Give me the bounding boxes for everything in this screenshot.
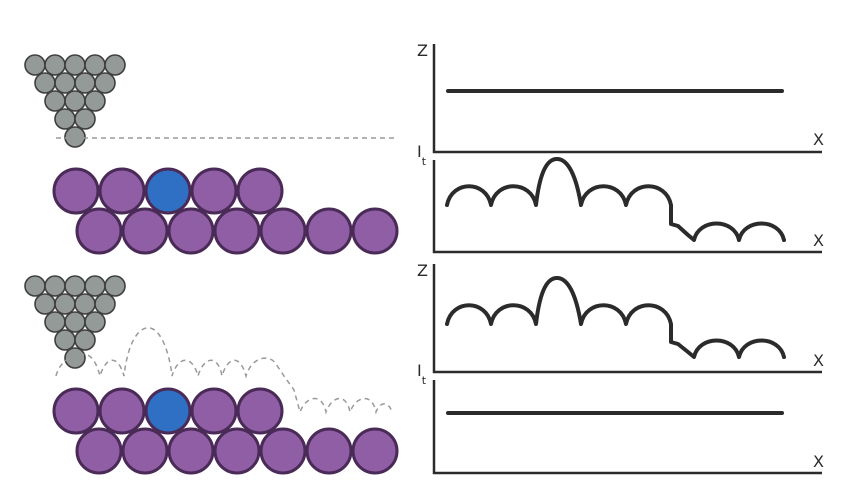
surface-atom xyxy=(305,207,353,255)
tip-atom xyxy=(84,90,106,112)
top-current-x-axis-label: X xyxy=(813,231,824,250)
surface-atom xyxy=(52,387,100,435)
surface-atom xyxy=(259,207,307,255)
surface-atom xyxy=(236,387,284,435)
tip-atom xyxy=(94,72,116,94)
tip-atom xyxy=(34,293,56,315)
tip-atom xyxy=(34,72,56,94)
tip-atom xyxy=(94,293,116,315)
tip-atom xyxy=(84,311,106,333)
bottom-z-axes xyxy=(432,264,822,374)
tip-atom xyxy=(74,293,96,315)
surface-atoms-top xyxy=(52,167,399,255)
tip-atom xyxy=(84,275,106,297)
tip-atom xyxy=(84,54,106,76)
tip-atom xyxy=(64,126,86,148)
surface-atom xyxy=(351,207,399,255)
surface-atom xyxy=(167,207,215,255)
top-z-axes xyxy=(432,44,822,154)
tip-atom xyxy=(74,72,96,94)
surface-atom xyxy=(98,387,146,435)
tip-atom xyxy=(64,90,86,112)
top-current-graph: It X xyxy=(417,142,824,254)
top-z-graph: Z X xyxy=(417,41,824,154)
top-z-x-axis-label: X xyxy=(813,130,824,149)
surface-atom xyxy=(213,427,261,475)
tip-atom xyxy=(44,90,66,112)
surface-atom xyxy=(121,207,169,255)
bottom-current-graph: It X xyxy=(417,361,824,475)
surface-atom xyxy=(52,167,100,215)
surface-atom xyxy=(190,387,238,435)
top-current-axes xyxy=(432,160,822,254)
surface-atom xyxy=(305,427,353,475)
tip-atom xyxy=(64,54,86,76)
surface-atom xyxy=(121,427,169,475)
tip-atom xyxy=(104,54,126,76)
stm-tip-top xyxy=(24,54,126,148)
tip-atom xyxy=(64,311,86,333)
tip-atom xyxy=(54,72,76,94)
tip-atom xyxy=(54,108,76,130)
surface-atoms-bottom xyxy=(52,387,399,475)
bottom-z-graph: Z X xyxy=(417,261,824,374)
top-z-axis-label: Z xyxy=(417,41,428,60)
tip-atom xyxy=(44,54,66,76)
surface-atom xyxy=(190,167,238,215)
stm-tip-bottom xyxy=(24,275,126,369)
top-current-axis-label: It xyxy=(417,142,427,168)
adatom xyxy=(144,167,192,215)
surface-atom xyxy=(167,427,215,475)
constant-current-scene xyxy=(24,275,399,475)
surface-atom xyxy=(351,427,399,475)
tip-atom xyxy=(54,329,76,351)
adatom xyxy=(144,387,192,435)
tip-atom xyxy=(24,275,46,297)
bottom-current-axis-label: It xyxy=(417,361,427,387)
tip-atom xyxy=(74,108,96,130)
surface-atom xyxy=(98,167,146,215)
tip-atom xyxy=(104,275,126,297)
bottom-z-axis-label: Z xyxy=(417,261,428,280)
surface-atom xyxy=(75,427,123,475)
bottom-current-axes xyxy=(432,380,822,475)
bottom-z-x-axis-label: X xyxy=(813,351,824,370)
top-current-bumpy-trace xyxy=(445,157,786,242)
bottom-z-bumpy-trace xyxy=(445,276,786,359)
tip-atom xyxy=(64,275,86,297)
tip-atom xyxy=(74,329,96,351)
tip-atom xyxy=(54,293,76,315)
bottom-current-x-axis-label: X xyxy=(813,452,824,471)
surface-atom xyxy=(259,427,307,475)
constant-height-scene xyxy=(24,54,399,255)
tip-atom xyxy=(44,275,66,297)
tip-atom xyxy=(24,54,46,76)
surface-atom xyxy=(213,207,261,255)
tip-atom xyxy=(44,311,66,333)
surface-atom xyxy=(236,167,284,215)
surface-atom xyxy=(75,207,123,255)
